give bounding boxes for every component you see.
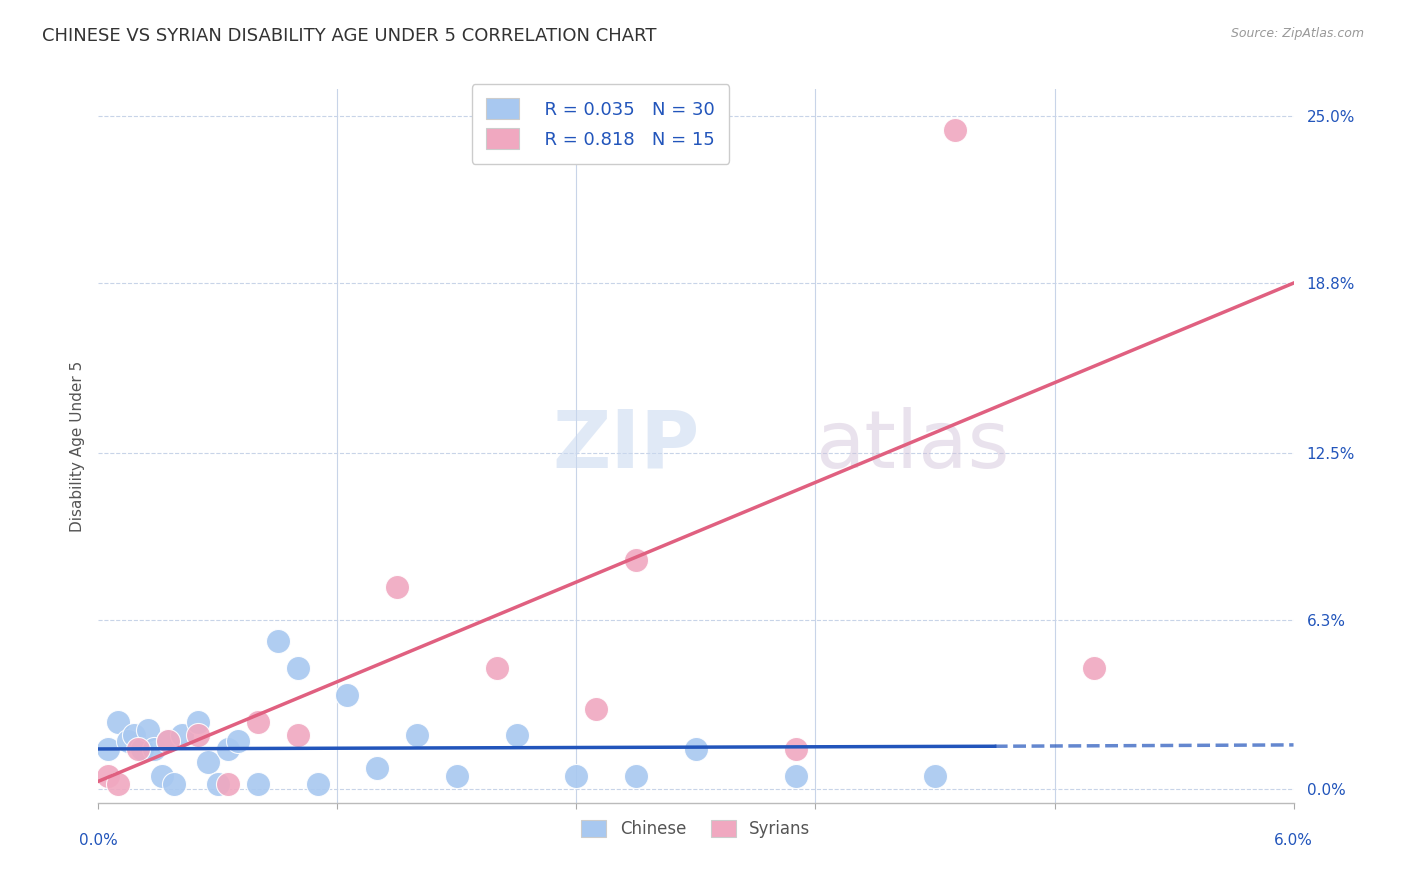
Point xyxy=(136,723,159,737)
Point xyxy=(924,769,946,783)
Point xyxy=(117,734,139,748)
Legend: Chinese, Syrians: Chinese, Syrians xyxy=(575,813,817,845)
Point xyxy=(565,769,588,783)
Point xyxy=(446,769,468,783)
Point xyxy=(287,661,309,675)
Point xyxy=(685,742,707,756)
Point xyxy=(207,777,229,791)
Point xyxy=(217,742,239,756)
Point xyxy=(506,729,529,743)
Text: 0.0%: 0.0% xyxy=(79,833,118,848)
Point xyxy=(124,729,146,743)
Point xyxy=(97,769,120,783)
Y-axis label: Disability Age Under 5: Disability Age Under 5 xyxy=(69,360,84,532)
Point xyxy=(336,688,359,702)
Text: CHINESE VS SYRIAN DISABILITY AGE UNDER 5 CORRELATION CHART: CHINESE VS SYRIAN DISABILITY AGE UNDER 5… xyxy=(42,27,657,45)
Point xyxy=(287,729,309,743)
Point xyxy=(107,714,129,729)
Point xyxy=(406,729,429,743)
Point xyxy=(187,729,209,743)
Point xyxy=(150,769,173,783)
Text: atlas: atlas xyxy=(815,407,1010,485)
Point xyxy=(385,580,409,594)
Text: 6.0%: 6.0% xyxy=(1274,833,1313,848)
Point xyxy=(1083,661,1105,675)
Point xyxy=(226,734,249,748)
Point xyxy=(246,714,269,729)
Point xyxy=(163,777,186,791)
Point xyxy=(172,729,194,743)
Text: Source: ZipAtlas.com: Source: ZipAtlas.com xyxy=(1230,27,1364,40)
Point xyxy=(131,742,153,756)
Point xyxy=(97,742,120,756)
Point xyxy=(107,777,129,791)
Point xyxy=(197,756,219,770)
Point xyxy=(217,777,239,791)
Point xyxy=(943,122,966,136)
Point xyxy=(246,777,269,791)
Point xyxy=(785,742,807,756)
Point xyxy=(157,734,180,748)
Text: ZIP: ZIP xyxy=(553,407,700,485)
Point xyxy=(585,701,607,715)
Point xyxy=(187,714,209,729)
Point xyxy=(626,769,648,783)
Point xyxy=(785,769,807,783)
Point xyxy=(626,553,648,567)
Point xyxy=(485,661,508,675)
Point xyxy=(307,777,329,791)
Point xyxy=(366,761,388,775)
Point xyxy=(157,734,180,748)
Point xyxy=(267,634,290,648)
Point xyxy=(127,742,149,756)
Point xyxy=(143,742,166,756)
